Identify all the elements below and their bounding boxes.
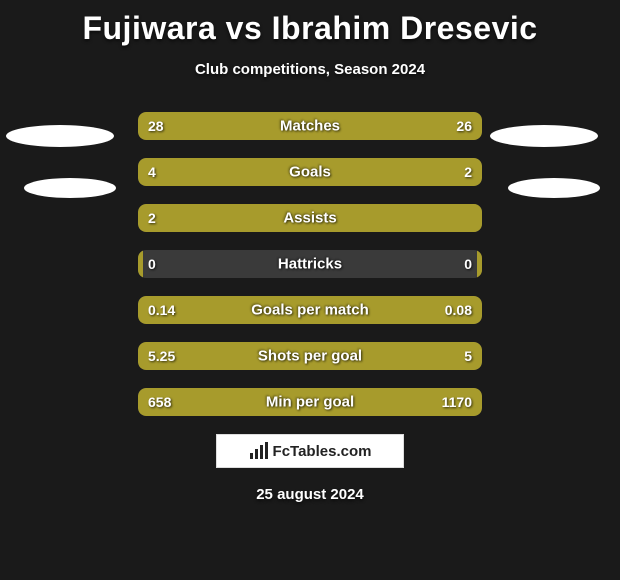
stat-bar-right xyxy=(357,296,482,324)
stat-value-right: 0 xyxy=(464,256,472,272)
stat-row: 0.140.08Goals per match xyxy=(138,296,482,324)
stat-bar-left xyxy=(138,112,317,140)
stat-row: 42Goals xyxy=(138,158,482,186)
page-title: Fujiwara vs Ibrahim Dresevic xyxy=(0,0,620,47)
stat-bar-left xyxy=(138,158,367,186)
stat-row: 6581170Min per goal xyxy=(138,388,482,416)
stat-row: 5.255Shots per goal xyxy=(138,342,482,370)
stat-bar-left xyxy=(138,204,482,232)
stat-row: 0 0Hattricks xyxy=(138,250,482,278)
stat-bar-right xyxy=(317,112,482,140)
stat-bar-left xyxy=(138,388,262,416)
decorative-ellipse xyxy=(490,125,598,147)
branding-chart-icon xyxy=(249,442,269,460)
stat-bar-left xyxy=(138,296,357,324)
subtitle: Club competitions, Season 2024 xyxy=(0,61,620,78)
stat-bar-right xyxy=(477,250,482,278)
comparison-bars: 2826Matches 42Goals 2Assists 0 0Hattricks 0.1… xyxy=(138,112,482,416)
decorative-ellipse xyxy=(508,178,600,198)
stat-bar-left xyxy=(138,342,314,370)
stat-value-left: 0 xyxy=(148,256,156,272)
stat-label: Hattricks xyxy=(138,256,482,273)
branding-text: FcTables.com xyxy=(273,443,372,460)
date-label: 25 august 2024 xyxy=(0,486,620,503)
stat-bar-left xyxy=(138,250,143,278)
stat-row: 2826Matches xyxy=(138,112,482,140)
stat-bar-right xyxy=(314,342,482,370)
stat-row: 2Assists xyxy=(138,204,482,232)
branding-badge: FcTables.com xyxy=(216,434,404,468)
decorative-ellipse xyxy=(24,178,116,198)
stat-bar-right xyxy=(367,158,482,186)
stat-bar-right xyxy=(262,388,482,416)
decorative-ellipse xyxy=(6,125,114,147)
